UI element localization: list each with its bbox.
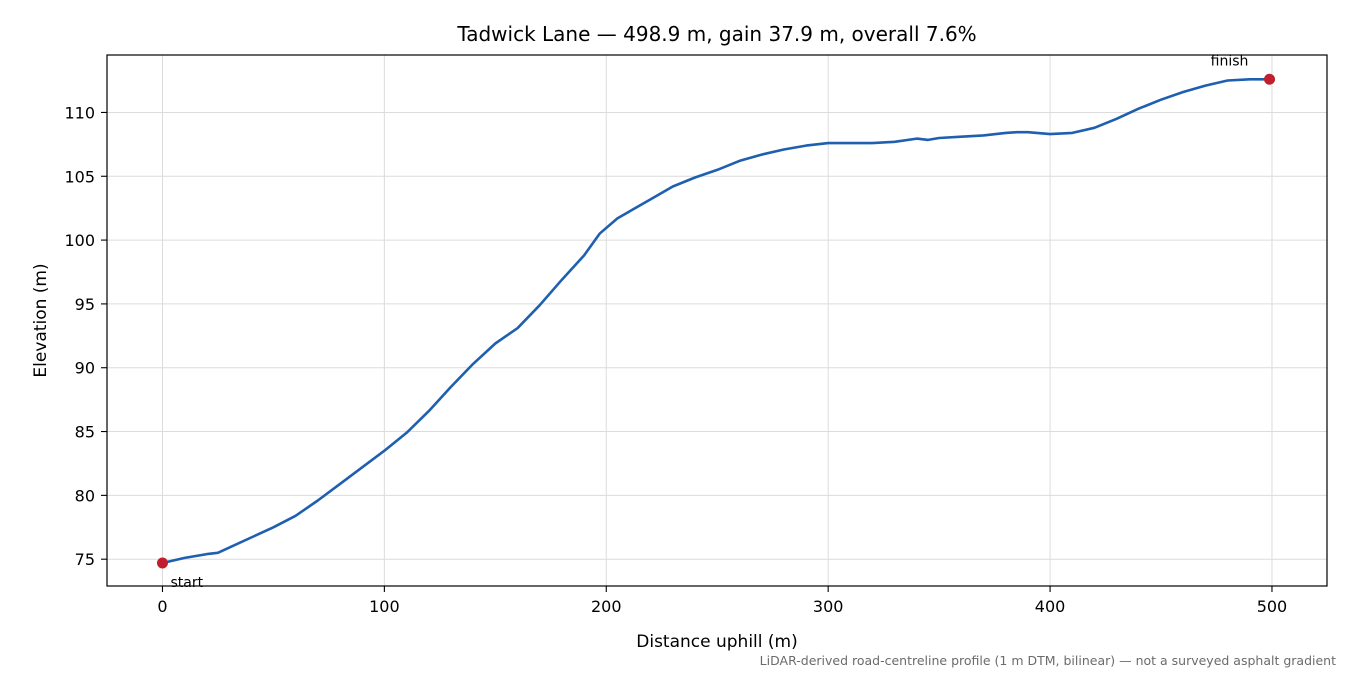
x-tick-label: 0 <box>157 597 167 616</box>
elevation-series-line <box>161 78 1271 565</box>
plot-frame <box>106 54 1328 587</box>
chart-title: Tadwick Lane — 498.9 m, gain 37.9 m, ove… <box>456 22 976 46</box>
start-label: start <box>170 575 203 591</box>
y-axis-label: Elevation (m) <box>31 263 51 377</box>
y-tick-label: 100 <box>64 231 95 250</box>
y-tick-label: 110 <box>64 103 95 122</box>
footnote: LiDAR-derived road-centreline profile (1… <box>760 653 1336 668</box>
x-tick-label: 500 <box>1257 597 1288 616</box>
tick-layer: 0 100 200 300 400 500 75 80 85 90 95 100 105 110 <box>64 103 1287 616</box>
x-tick-label: 100 <box>369 597 400 616</box>
grid-lines <box>107 55 1327 586</box>
y-tick-label: 95 <box>75 295 95 314</box>
x-tick-label: 400 <box>1035 597 1066 616</box>
finish-label: finish <box>1211 53 1249 69</box>
y-tick-label: 90 <box>75 359 95 378</box>
y-tick-label: 105 <box>64 167 95 186</box>
finish-marker <box>1264 73 1276 85</box>
y-tick-label: 75 <box>75 550 95 569</box>
x-tick-label: 200 <box>591 597 622 616</box>
x-axis-label: Distance uphill (m) <box>636 632 797 652</box>
y-tick-label: 80 <box>75 486 95 505</box>
marker-layer: start finish <box>156 53 1276 591</box>
start-marker <box>156 557 168 569</box>
y-tick-label: 85 <box>75 423 95 442</box>
series-layer <box>161 78 1271 565</box>
x-tick-label: 300 <box>813 597 844 616</box>
